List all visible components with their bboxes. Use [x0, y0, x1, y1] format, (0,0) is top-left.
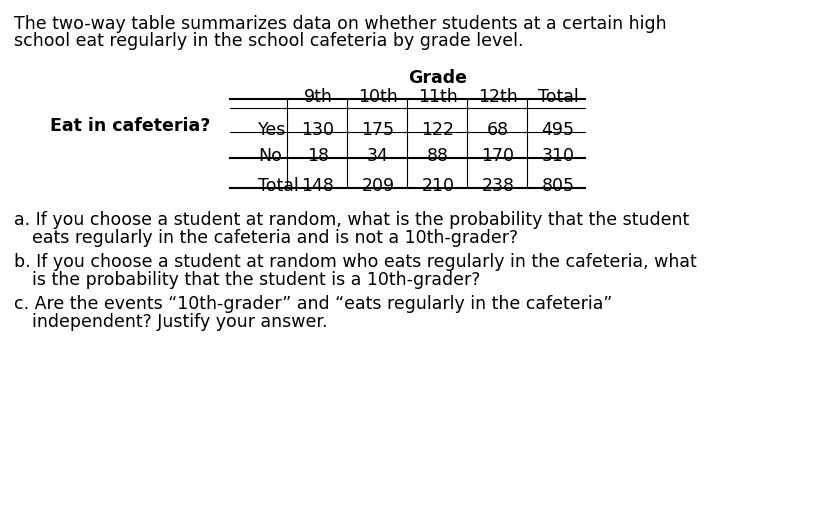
- Text: 34: 34: [367, 147, 389, 165]
- Text: eats regularly in the cafeteria and is not a 10th-grader?: eats regularly in the cafeteria and is n…: [32, 229, 518, 247]
- Text: 68: 68: [487, 121, 509, 139]
- Text: 238: 238: [481, 177, 515, 195]
- Text: 88: 88: [427, 147, 449, 165]
- Text: 175: 175: [362, 121, 394, 139]
- Text: is the probability that the student is a 10th-grader?: is the probability that the student is a…: [32, 271, 481, 289]
- Text: No: No: [258, 147, 282, 165]
- Text: 805: 805: [541, 177, 574, 195]
- Text: Grade: Grade: [408, 69, 467, 87]
- Text: 12th: 12th: [478, 88, 518, 106]
- Text: school eat regularly in the school cafeteria by grade level.: school eat regularly in the school cafet…: [14, 32, 524, 50]
- Text: b. If you choose a student at random who eats regularly in the cafeteria, what: b. If you choose a student at random who…: [14, 253, 696, 271]
- Text: 209: 209: [361, 177, 394, 195]
- Text: Yes: Yes: [258, 121, 286, 139]
- Text: 148: 148: [301, 177, 334, 195]
- Text: 18: 18: [307, 147, 329, 165]
- Text: 130: 130: [301, 121, 334, 139]
- Text: 11th: 11th: [418, 88, 458, 106]
- Text: 122: 122: [422, 121, 455, 139]
- Text: 10th: 10th: [358, 88, 398, 106]
- Text: independent? Justify your answer.: independent? Justify your answer.: [32, 313, 328, 331]
- Text: Total: Total: [538, 88, 579, 106]
- Text: Total: Total: [258, 177, 299, 195]
- Text: Eat in cafeteria?: Eat in cafeteria?: [50, 117, 210, 135]
- Text: 9th: 9th: [304, 88, 333, 106]
- Text: 170: 170: [481, 147, 515, 165]
- Text: 310: 310: [541, 147, 574, 165]
- Text: The two-way table summarizes data on whether students at a certain high: The two-way table summarizes data on whe…: [14, 15, 666, 33]
- Text: 495: 495: [541, 121, 574, 139]
- Text: 210: 210: [422, 177, 455, 195]
- Text: a. If you choose a student at random, what is the probability that the student: a. If you choose a student at random, wh…: [14, 211, 689, 229]
- Text: c. Are the events “10th-grader” and “eats regularly in the cafeteria”: c. Are the events “10th-grader” and “eat…: [14, 295, 613, 313]
